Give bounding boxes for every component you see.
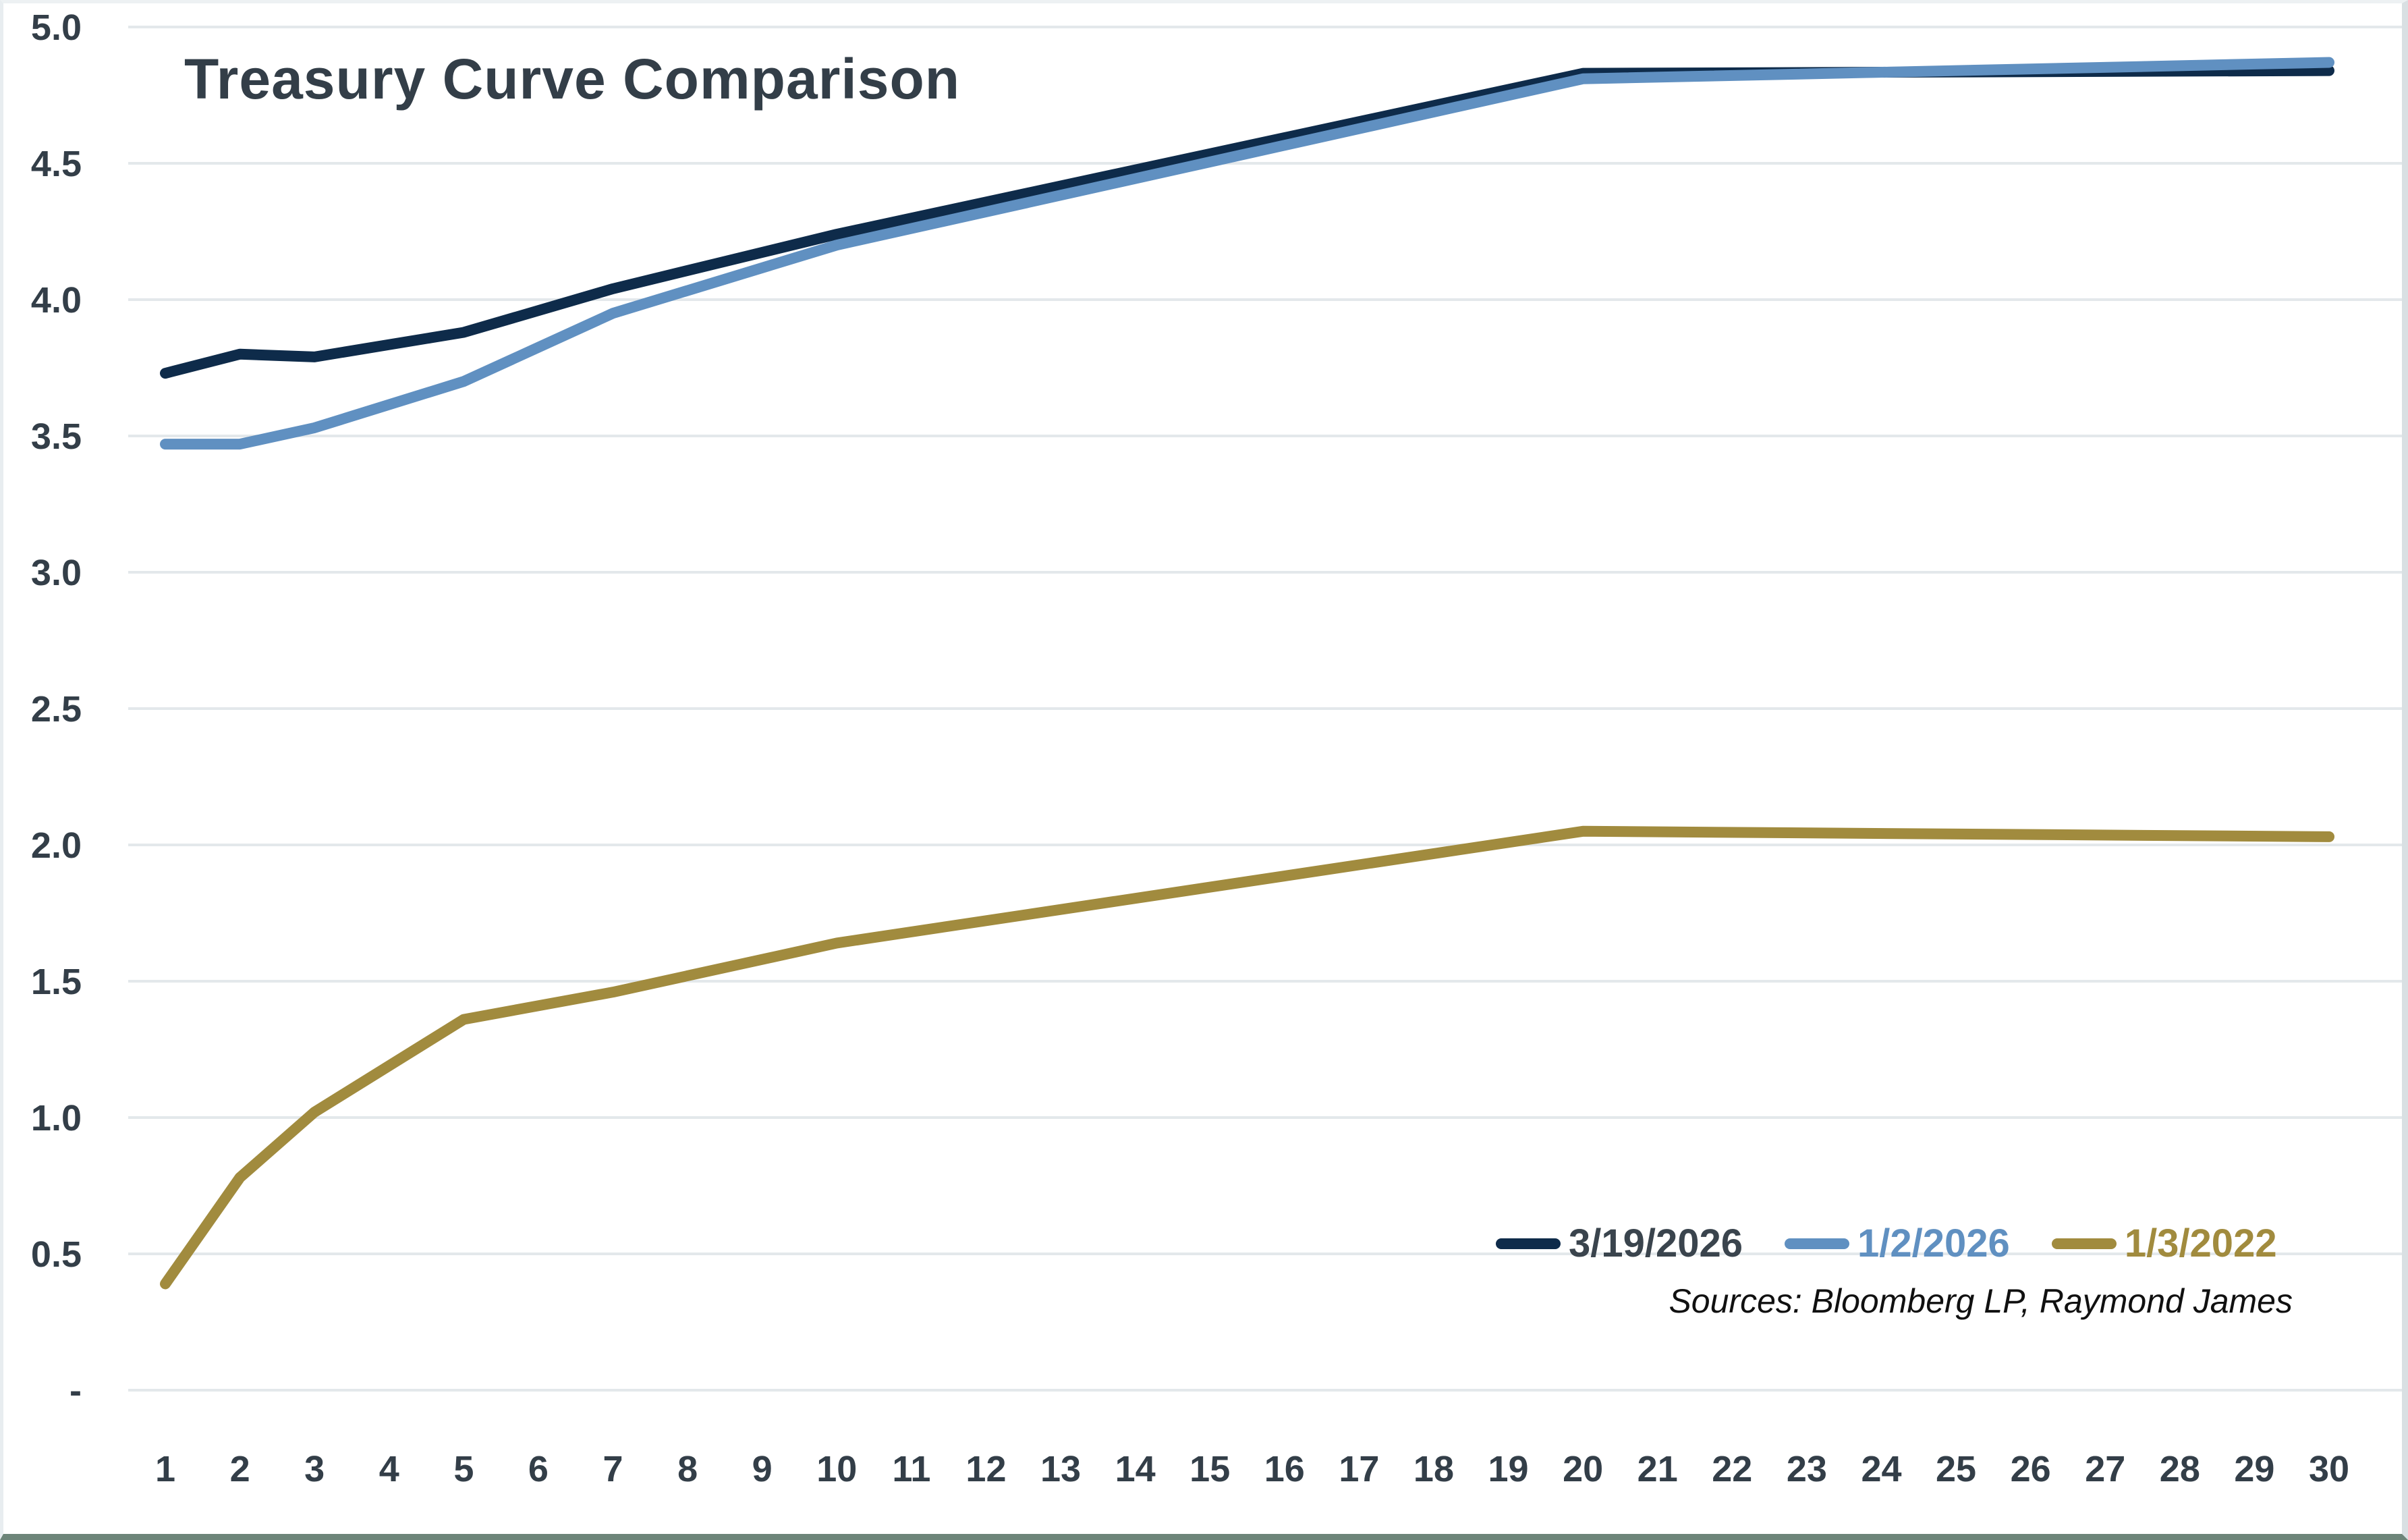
x-axis-label: 20 — [1563, 1449, 1603, 1489]
y-axis-label: 3.5 — [31, 416, 82, 457]
source-note: Sources: Bloomberg LP, Raymond James — [1669, 1282, 2293, 1320]
x-axis-label: 10 — [816, 1449, 857, 1489]
chart-title: Treasury Curve Comparison — [184, 47, 961, 111]
y-axis-label: 5.0 — [31, 7, 82, 48]
x-axis-label: 8 — [677, 1449, 698, 1489]
series-line-3/19/2026 — [160, 65, 2334, 379]
legend-marker-line-icon — [1496, 1238, 1561, 1249]
x-axis-label: 17 — [1339, 1449, 1379, 1489]
y-axis-label: 2.0 — [31, 825, 82, 866]
x-axis-label: 1 — [155, 1449, 175, 1489]
y-axis-label: 3.0 — [31, 553, 82, 593]
x-axis-label: 5 — [453, 1449, 474, 1489]
x-axis-label: 9 — [752, 1449, 773, 1489]
legend-marker-line-icon — [2051, 1238, 2117, 1249]
x-axis-label: 27 — [2085, 1449, 2125, 1489]
x-axis-label: 21 — [1637, 1449, 1678, 1489]
legend: 3/19/2026 1/2/2026 1/3/2022 — [1496, 1221, 2277, 1266]
x-axis-label: 18 — [1413, 1449, 1454, 1489]
x-axis-label: 24 — [1861, 1449, 1901, 1489]
legend-label: 3/19/2026 — [1569, 1221, 1743, 1265]
x-axis-label: 25 — [1936, 1449, 1976, 1489]
y-axis-label: 4.0 — [31, 280, 82, 321]
y-axis-label: - — [69, 1371, 82, 1411]
legend-label: 1/3/2022 — [2124, 1221, 2277, 1265]
x-axis-label: 6 — [528, 1449, 549, 1489]
x-axis-label: 3 — [304, 1449, 325, 1489]
x-axis-label: 29 — [2234, 1449, 2274, 1489]
y-axis-label: 1.0 — [31, 1098, 82, 1138]
x-axis-label: 7 — [603, 1449, 623, 1489]
treasury-curve-plot: 5.04.54.03.53.02.52.01.51.00.5-1 2 3 4 5 6 7 8 9… — [31, 7, 2402, 1489]
x-axis-label: 28 — [2160, 1449, 2200, 1489]
x-axis-label: 14 — [1115, 1449, 1156, 1489]
y-axis-label: 4.5 — [31, 144, 82, 184]
x-axis-label: 16 — [1264, 1449, 1305, 1489]
x-axis-label: 26 — [2011, 1449, 2051, 1489]
x-axis-label: 22 — [1712, 1449, 1752, 1489]
legend-label: 1/2/2026 — [1857, 1221, 2010, 1265]
x-axis-label: 23 — [1787, 1449, 1827, 1489]
x-axis-label: 15 — [1189, 1449, 1230, 1489]
x-axis-label: 11 — [892, 1449, 930, 1489]
x-axis-label: 4 — [379, 1449, 399, 1489]
legend-marker-line-icon — [1785, 1238, 1850, 1249]
x-axis-label: 12 — [965, 1449, 1006, 1489]
series-line-1/2/2026 — [160, 57, 2334, 450]
series-line-1/3/2022 — [160, 825, 2334, 1290]
x-axis-label: 30 — [2309, 1449, 2349, 1489]
legend-item-series-1: 3/19/2026 — [1496, 1221, 1743, 1266]
legend-item-series-3: 1/3/2022 — [2051, 1221, 2277, 1266]
x-axis-label: 2 — [230, 1449, 250, 1489]
y-axis-label: 1.5 — [31, 962, 82, 1002]
legend-item-series-2: 1/2/2026 — [1785, 1221, 2010, 1266]
x-axis-label: 13 — [1040, 1449, 1081, 1489]
y-axis-label: 0.5 — [31, 1234, 82, 1275]
y-axis-label: 2.5 — [31, 689, 82, 730]
x-axis-label: 19 — [1488, 1449, 1529, 1489]
